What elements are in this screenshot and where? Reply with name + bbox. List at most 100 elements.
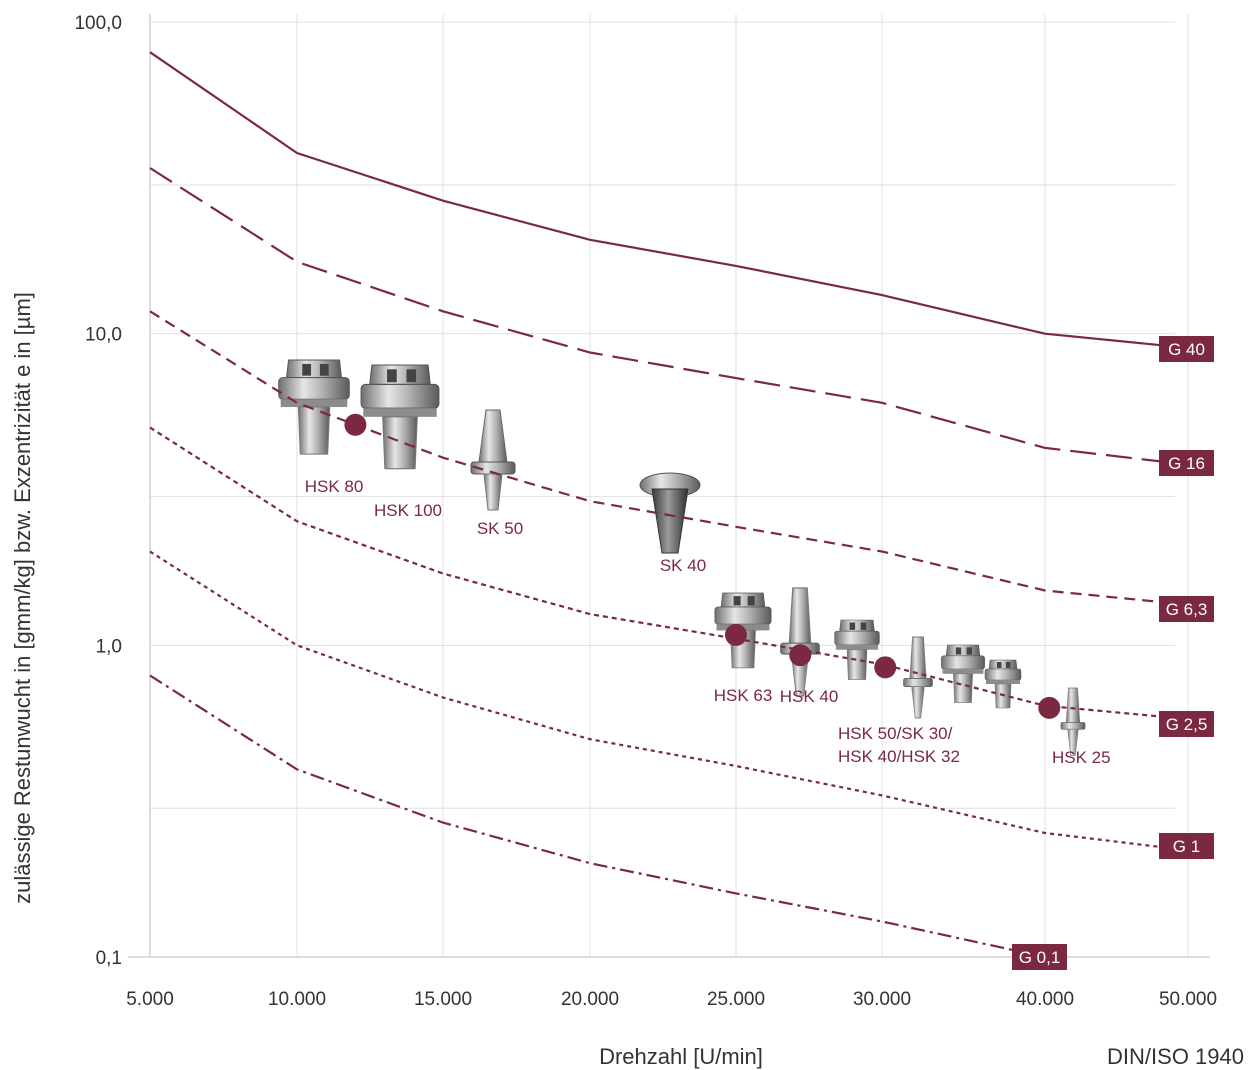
holder-slot: [997, 662, 1002, 668]
tool-hsk100-icon: [360, 364, 440, 470]
holder-shank: [297, 406, 331, 455]
holder-slot: [406, 369, 417, 383]
x-tick-label: 50.000: [1159, 989, 1217, 1010]
tool-label: SK 40: [660, 556, 706, 575]
series-tag-label: G 1: [1173, 837, 1200, 856]
series-line: [149, 674, 1046, 959]
holder-taper: [988, 659, 1018, 670]
holder-flange: [714, 606, 772, 625]
holder-slot: [860, 622, 867, 630]
holder-slot: [747, 596, 755, 606]
tool-sk50-icon: [470, 409, 516, 511]
series-line: [149, 167, 1189, 466]
tool-label: HSK 40: [780, 687, 839, 706]
holder-flange: [941, 655, 985, 670]
holder-collar: [835, 644, 879, 650]
holder-slot: [387, 369, 397, 383]
x-tick-label: 15.000: [414, 989, 472, 1010]
x-tick-label: 20.000: [561, 989, 619, 1010]
holder-taper: [839, 619, 875, 632]
data-point: [874, 656, 897, 679]
tool-label: HSK 100: [374, 501, 442, 520]
holder-slot: [319, 363, 329, 376]
holder-collar: [363, 408, 437, 417]
series-tag-background: [1012, 944, 1067, 970]
tool-label: HSK 25: [1052, 748, 1111, 767]
series-tag-label: G 40: [1168, 340, 1205, 359]
series-tag-background: [1159, 450, 1214, 476]
holder-slot: [302, 363, 312, 376]
data-point: [344, 413, 367, 436]
holder-taper: [1065, 687, 1081, 725]
holder-slot: [733, 596, 741, 606]
series-tag-label: G 2,5: [1166, 715, 1208, 734]
holder-flange: [903, 677, 933, 687]
series-tag-background: [1159, 711, 1214, 737]
holder-flange: [1060, 722, 1086, 730]
series-tag-background: [1159, 596, 1214, 622]
series-tag-label: G 0,1: [1019, 948, 1061, 967]
series-lines: [149, 51, 1189, 959]
holder-collar: [280, 399, 348, 408]
tool-label: HSK 63: [714, 686, 773, 705]
x-tick-label: 40.000: [1016, 989, 1074, 1010]
holder-slot: [1006, 662, 1011, 668]
holder-shank: [846, 649, 868, 680]
holder-slot: [849, 622, 856, 630]
series-tag: G 1: [1159, 833, 1214, 859]
y-tick-label: 1,0: [96, 636, 122, 657]
series-line: [149, 550, 1189, 852]
series-tag-background: [1159, 833, 1214, 859]
series-tag: G 0,1: [1012, 944, 1067, 970]
series-tag-background: [1159, 336, 1214, 362]
x-axis-label: Drehzahl [U/min]: [599, 1044, 763, 1069]
tool-sk30-icon: [903, 636, 933, 719]
tool-hsk40-icon: [780, 587, 820, 697]
holder-taper: [478, 409, 508, 463]
holder-taper: [945, 644, 981, 657]
series-tag-label: G 6,3: [1166, 600, 1208, 619]
tool-hsk32-icon: [984, 659, 1022, 709]
holder-flange: [834, 630, 880, 646]
y-tick-label: 100,0: [74, 13, 122, 34]
tool-hsk80-icon: [278, 359, 350, 455]
holder-shank: [911, 686, 925, 719]
holder-shank: [1067, 728, 1079, 756]
series-tag: G 40: [1159, 336, 1214, 362]
tool-label: HSK 40/HSK 32: [838, 747, 960, 766]
holder-collar: [942, 669, 984, 674]
holder-flange: [278, 377, 350, 400]
tool-hsk50-icon: [834, 619, 880, 680]
tool-label: HSK 50/SK 30/: [838, 724, 953, 743]
holder-collar: [986, 680, 1020, 684]
holder-taper: [286, 359, 342, 379]
y-tick-label: 0,1: [96, 948, 122, 969]
x-tick-label: 10.000: [268, 989, 326, 1010]
y-tick-label: 10,0: [85, 325, 122, 346]
tool-labels: HSK 80 HSK 100 SK 50 SK 40 HSK 63 HSK 40 HSK 5…: [305, 477, 1111, 767]
grid: [150, 14, 1189, 957]
holder-flange: [984, 668, 1022, 681]
data-point: [789, 644, 812, 667]
series-tags: G 40 G 16 G 6,3 G 2,5 G 1 G 0,1: [1012, 336, 1214, 970]
axes: 5.000 10.000 15.000 20.000 25.000 30.000 40.00…: [74, 13, 1217, 1010]
standard-note: DIN/ISO 1940: [1107, 1044, 1244, 1069]
data-point: [725, 623, 747, 646]
series-line: [149, 51, 1189, 349]
data-point: [1038, 696, 1061, 719]
holder-taper: [720, 592, 766, 608]
tool-label: SK 50: [477, 519, 523, 538]
holder-shank: [483, 473, 503, 511]
x-tick-label: 30.000: [853, 989, 911, 1010]
tool-hsk40b-icon: [941, 644, 985, 703]
y-axis-label: zulässige Restunwucht in [gmm/kg] bzw. E…: [10, 292, 35, 904]
series-tag: G 6,3: [1159, 596, 1214, 622]
holder-shank: [382, 416, 418, 470]
series-tag: G 2,5: [1159, 711, 1214, 737]
tool-sk40-icon: [639, 472, 701, 554]
series-line: [149, 426, 1189, 721]
x-tick-label: 25.000: [707, 989, 765, 1010]
series-line: [149, 310, 1189, 606]
holder-taper: [788, 587, 812, 647]
